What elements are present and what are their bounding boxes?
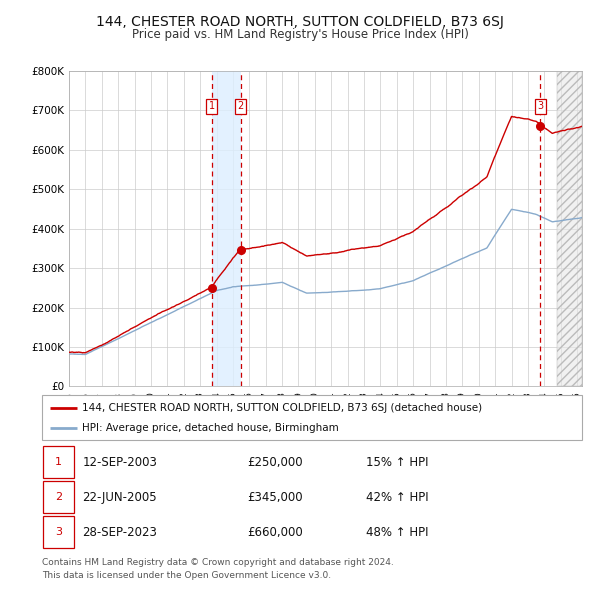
FancyBboxPatch shape xyxy=(43,481,74,513)
Text: This data is licensed under the Open Government Licence v3.0.: This data is licensed under the Open Gov… xyxy=(42,571,331,579)
Text: 3: 3 xyxy=(55,527,62,537)
Text: £250,000: £250,000 xyxy=(247,455,303,468)
Text: 42% ↑ HPI: 42% ↑ HPI xyxy=(366,490,428,504)
FancyBboxPatch shape xyxy=(42,395,582,440)
Text: 12-SEP-2003: 12-SEP-2003 xyxy=(83,455,157,468)
Text: 144, CHESTER ROAD NORTH, SUTTON COLDFIELD, B73 6SJ: 144, CHESTER ROAD NORTH, SUTTON COLDFIEL… xyxy=(96,15,504,29)
Text: £345,000: £345,000 xyxy=(247,490,303,504)
Text: 2: 2 xyxy=(238,101,244,112)
Text: 22-JUN-2005: 22-JUN-2005 xyxy=(83,490,157,504)
FancyBboxPatch shape xyxy=(43,446,74,478)
Text: £660,000: £660,000 xyxy=(247,526,303,539)
Text: Price paid vs. HM Land Registry's House Price Index (HPI): Price paid vs. HM Land Registry's House … xyxy=(131,28,469,41)
Text: 1: 1 xyxy=(209,101,215,112)
Text: 48% ↑ HPI: 48% ↑ HPI xyxy=(366,526,428,539)
Text: 3: 3 xyxy=(537,101,543,112)
Text: 1: 1 xyxy=(55,457,62,467)
Text: 28-SEP-2023: 28-SEP-2023 xyxy=(83,526,157,539)
Text: 144, CHESTER ROAD NORTH, SUTTON COLDFIELD, B73 6SJ (detached house): 144, CHESTER ROAD NORTH, SUTTON COLDFIEL… xyxy=(83,403,482,412)
Text: HPI: Average price, detached house, Birmingham: HPI: Average price, detached house, Birm… xyxy=(83,424,339,434)
Bar xyxy=(212,71,241,386)
FancyBboxPatch shape xyxy=(43,516,74,548)
Text: Contains HM Land Registry data © Crown copyright and database right 2024.: Contains HM Land Registry data © Crown c… xyxy=(42,558,394,566)
Text: 15% ↑ HPI: 15% ↑ HPI xyxy=(366,455,428,468)
Text: 2: 2 xyxy=(55,492,62,502)
